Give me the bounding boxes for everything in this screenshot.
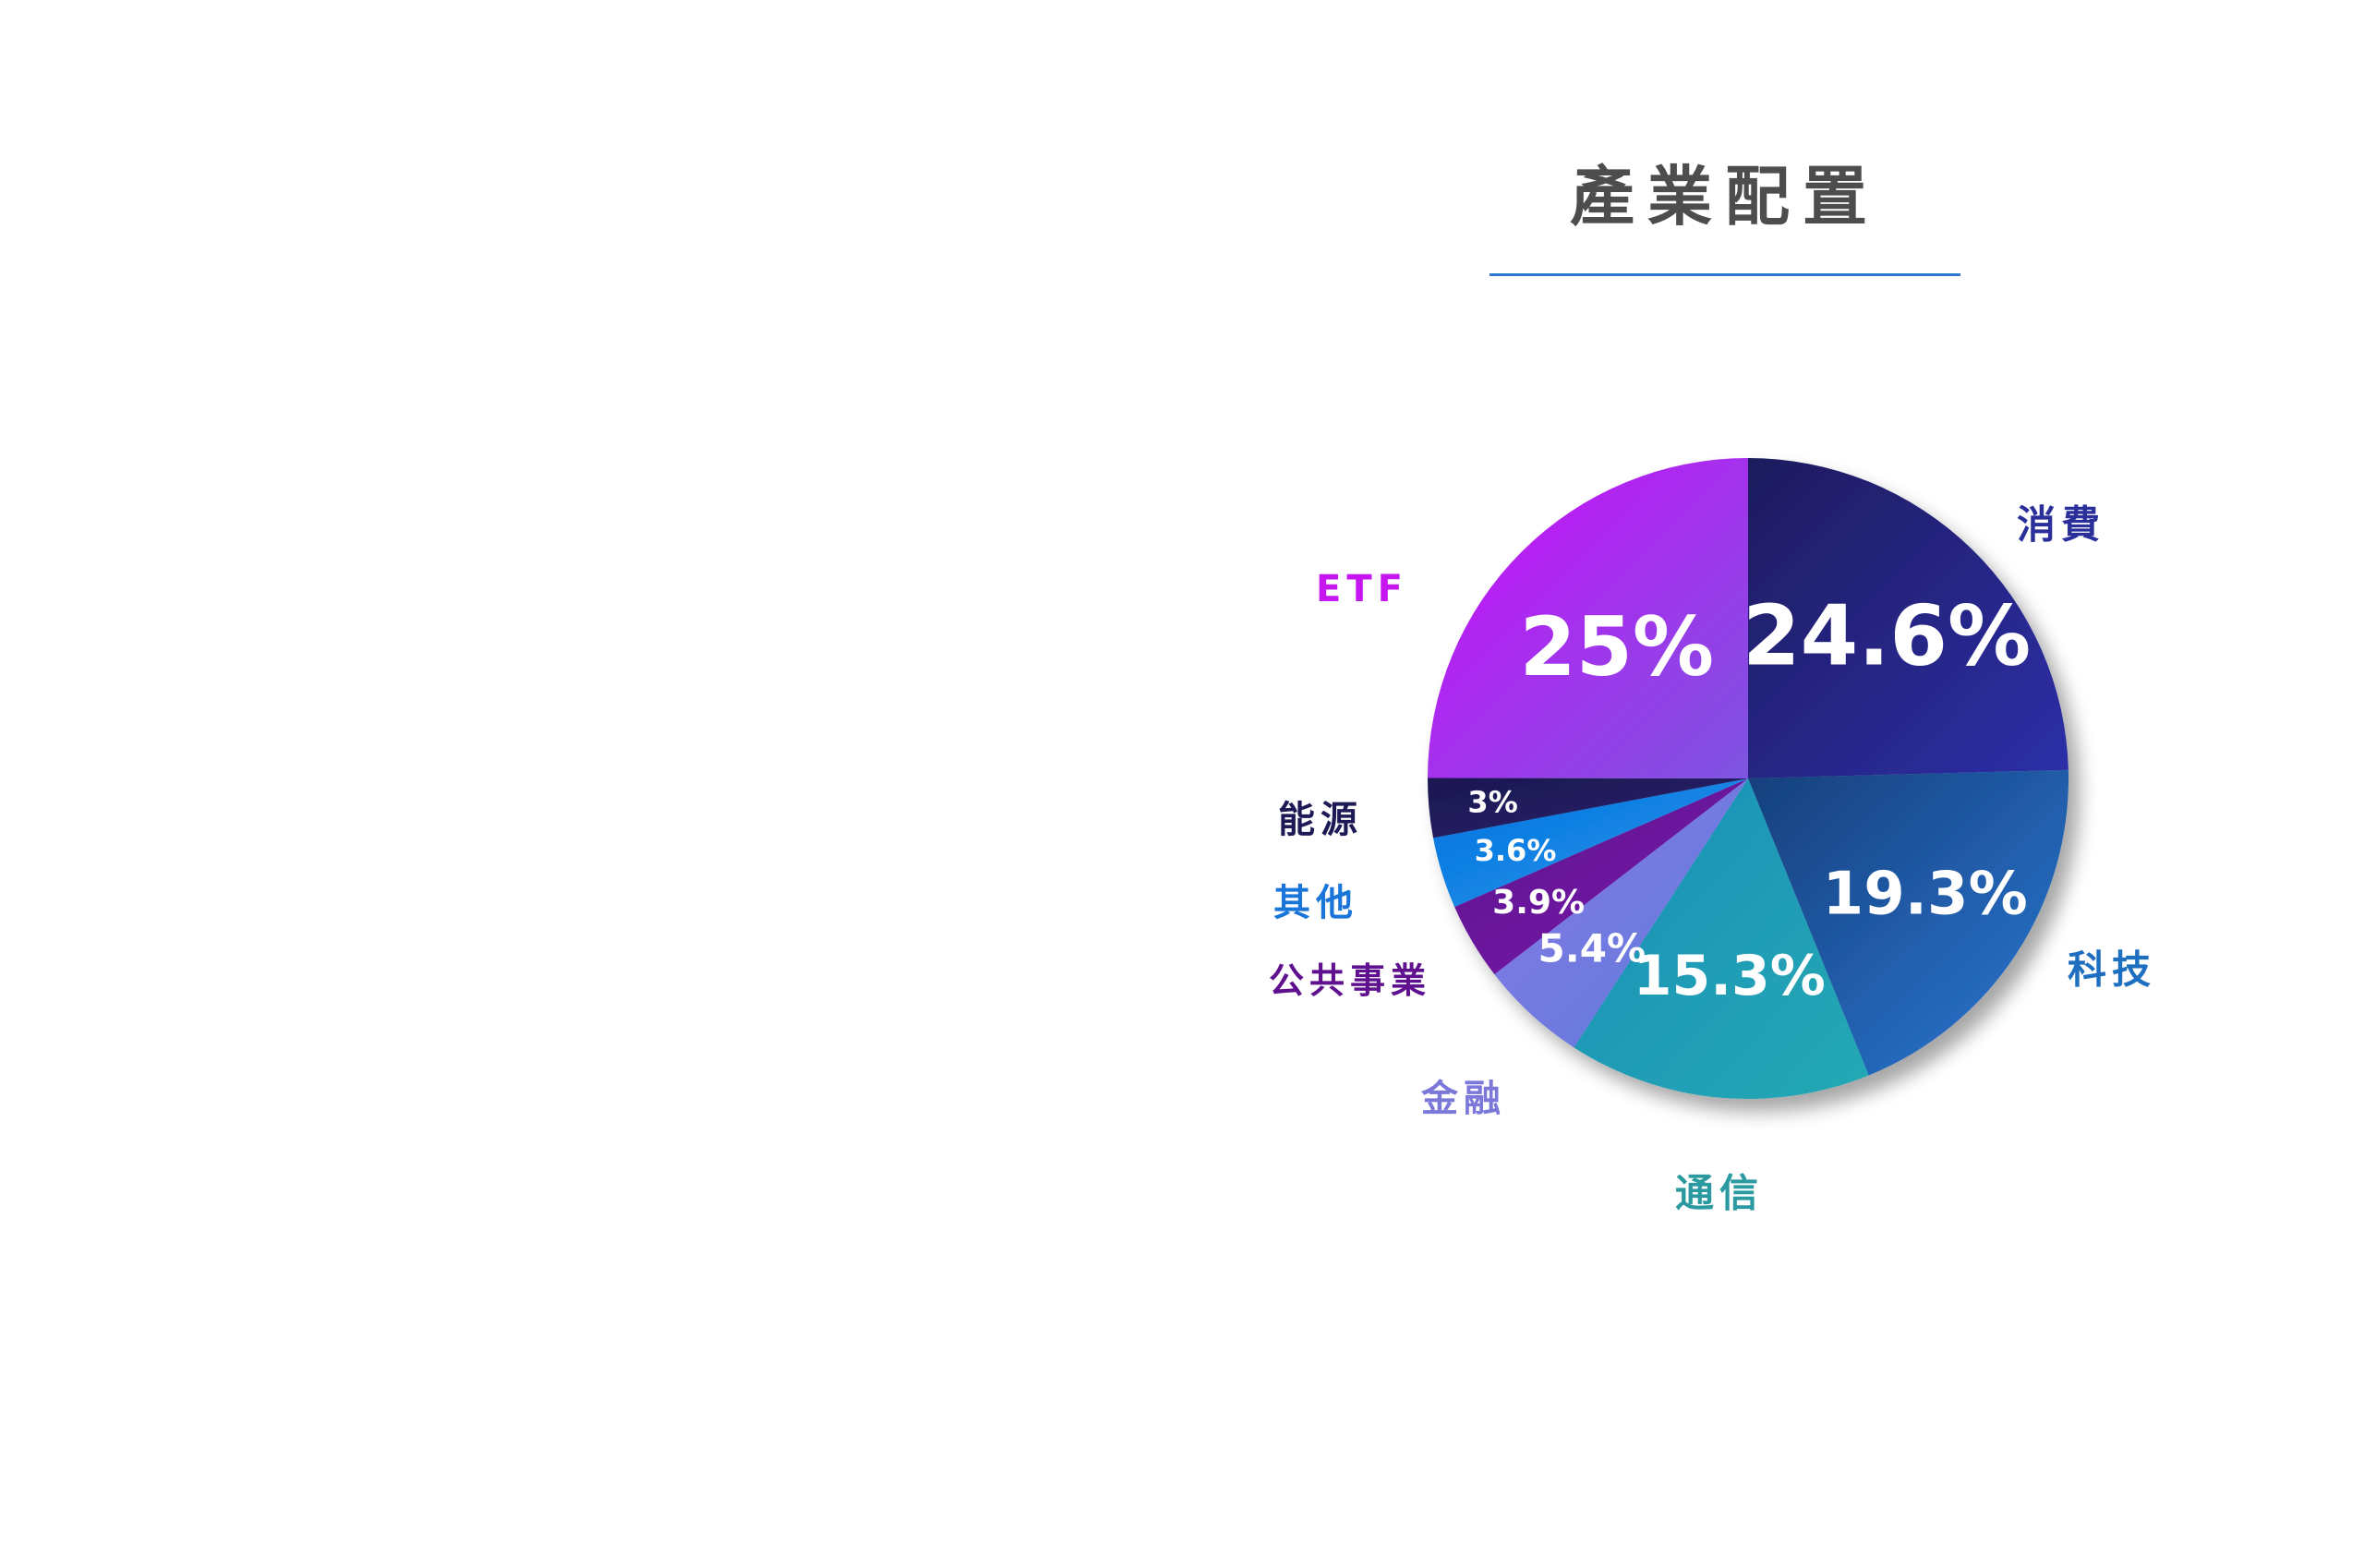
chart-title: 產業配置 bbox=[1570, 159, 1880, 235]
slice-percent-label: 25% bbox=[1519, 599, 1714, 694]
slice-category-label: 科技 bbox=[2068, 947, 2156, 993]
slice-category-label: 公共事業 bbox=[1269, 960, 1431, 1001]
pie-slice bbox=[1494, 778, 1748, 1048]
pie-slice bbox=[1433, 778, 1748, 908]
slice-percent-label: 3.6% bbox=[1475, 833, 1557, 868]
slice-percent-label: 15.3% bbox=[1634, 944, 1826, 1008]
slice-category-label: 通信 bbox=[1675, 1171, 1764, 1216]
slice-percent-label: 5.4% bbox=[1538, 925, 1646, 971]
slice-percent-label: 19.3% bbox=[1823, 860, 2028, 928]
slice-category-label: 消費 bbox=[2017, 502, 2105, 548]
pie-slice bbox=[1574, 778, 1869, 1099]
pie-slice bbox=[1748, 769, 2069, 1076]
pie-slice bbox=[1427, 778, 1748, 838]
slice-percent-label: 3.9% bbox=[1492, 884, 1585, 922]
pie-slice bbox=[1748, 458, 2068, 778]
title-underline bbox=[1490, 273, 1960, 276]
slice-category-label: 其他 bbox=[1273, 882, 1358, 924]
slice-category-label: 能源 bbox=[1278, 799, 1363, 841]
slice-percent-label: 3% bbox=[1467, 785, 1517, 820]
slice-category-label: ETF bbox=[1316, 568, 1408, 610]
slice-category-label: 金融 bbox=[1420, 1078, 1506, 1120]
slice-percent-label: 24.6% bbox=[1743, 587, 2031, 684]
pie-slice bbox=[1428, 458, 1748, 778]
pie-slice bbox=[1454, 778, 1748, 975]
